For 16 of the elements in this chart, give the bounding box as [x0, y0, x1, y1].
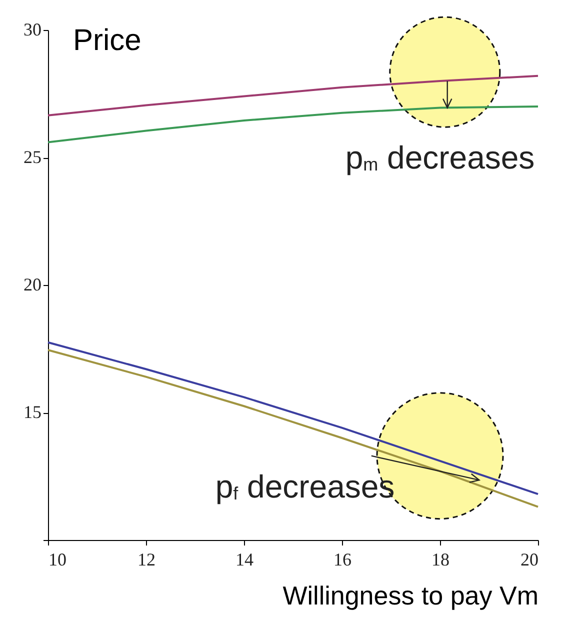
- chart-title: Price: [73, 24, 142, 57]
- line-series: [47, 106, 539, 144]
- y-tick-label: 20: [24, 274, 42, 294]
- x-tick-label: 10: [48, 550, 66, 570]
- x-tick-label: 14: [236, 550, 254, 570]
- y-tick-label: 25: [24, 147, 42, 167]
- x-axis-title: Willingness to pay Vm: [282, 580, 538, 610]
- x-tick-label: 20: [520, 550, 538, 570]
- y-tick-label: 30: [24, 20, 42, 40]
- y-tick-label: 15: [24, 402, 42, 422]
- x-tick-label: 12: [138, 550, 156, 570]
- x-tick-label: 18: [432, 550, 450, 570]
- annotation: p$_{m}$ decreases: [345, 140, 535, 176]
- x-tick-label: 16: [334, 550, 352, 570]
- annotation: p$_{f}$ decreases: [215, 468, 395, 506]
- line-series: [47, 74, 539, 116]
